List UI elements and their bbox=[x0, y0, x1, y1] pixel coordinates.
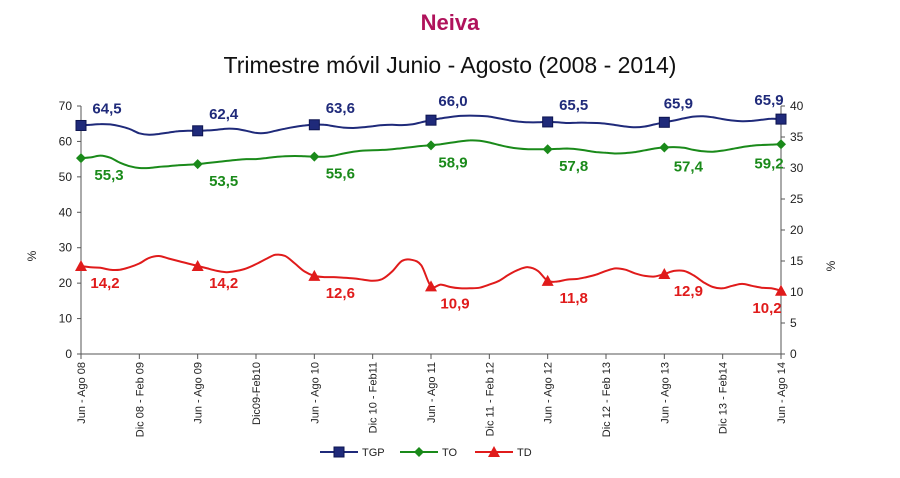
data-label-tgp: 63,6 bbox=[326, 100, 355, 117]
right-tick-label: 25 bbox=[790, 192, 804, 206]
left-tick-label: 70 bbox=[59, 99, 73, 113]
data-label-to: 58,9 bbox=[438, 154, 467, 171]
x-tick-label: Dic 11 - Feb 12 bbox=[484, 362, 496, 436]
x-tick-label: Dic09-Feb10 bbox=[251, 362, 263, 425]
right-tick-label: 35 bbox=[790, 130, 804, 144]
data-label-td: 14,2 bbox=[90, 275, 119, 292]
data-label-tgp: 66,0 bbox=[438, 93, 467, 110]
right-tick-label: 20 bbox=[790, 223, 804, 237]
data-point-tgp bbox=[542, 116, 554, 128]
data-label-td: 12,6 bbox=[326, 285, 355, 302]
x-tick-label: Jun - Ago 10 bbox=[309, 362, 321, 424]
data-label-tgp: 65,5 bbox=[559, 97, 588, 114]
data-label-td: 12,9 bbox=[674, 283, 703, 300]
x-tick-label: Jun - Ago 11 bbox=[426, 362, 438, 423]
right-tick-label: 15 bbox=[790, 254, 804, 268]
data-label-to: 55,6 bbox=[326, 166, 355, 183]
data-label-to: 59,2 bbox=[754, 155, 783, 172]
x-tick-label: Dic 13 - Feb14 bbox=[718, 362, 730, 434]
legend-label-to: TO bbox=[442, 447, 458, 459]
data-point-td bbox=[775, 284, 787, 296]
data-label-to: 57,4 bbox=[674, 158, 704, 175]
data-point-to bbox=[309, 151, 320, 162]
data-point-tgp bbox=[75, 119, 87, 131]
data-point-tgp bbox=[775, 113, 787, 125]
x-tick-label: Jun - Ago 09 bbox=[193, 362, 205, 424]
x-tick-label: Jun - Ago 13 bbox=[659, 362, 671, 424]
legend-marker-td bbox=[488, 446, 500, 457]
left-tick-label: 0 bbox=[65, 347, 72, 361]
data-label-td: 10,9 bbox=[440, 295, 469, 312]
right-axis-label: % bbox=[824, 260, 838, 271]
data-label-td: 10,2 bbox=[752, 300, 781, 317]
left-tick-label: 50 bbox=[59, 170, 73, 184]
legend-marker-to bbox=[414, 447, 424, 457]
left-axis-label: % bbox=[25, 250, 39, 261]
data-point-td bbox=[541, 274, 554, 286]
data-label-tgp: 65,9 bbox=[754, 92, 783, 109]
data-label-tgp: 62,4 bbox=[209, 106, 239, 123]
left-tick-label: 40 bbox=[59, 205, 73, 219]
x-tick-label: Dic 12 - Feb 13 bbox=[601, 362, 613, 437]
right-tick-label: 30 bbox=[790, 161, 804, 175]
left-tick-label: 60 bbox=[59, 134, 73, 148]
x-tick-label: Jun - Ago 08 bbox=[76, 362, 88, 424]
data-label-to: 57,8 bbox=[559, 158, 588, 175]
data-point-td bbox=[658, 268, 671, 280]
x-tick-label: Jun - Ago 14 bbox=[776, 362, 788, 424]
data-point-td bbox=[191, 259, 204, 271]
data-label-tgp: 64,5 bbox=[92, 100, 121, 117]
x-tick-label: Jun - Ago 12 bbox=[543, 362, 555, 424]
data-label-to: 55,3 bbox=[94, 167, 123, 184]
data-point-to bbox=[776, 139, 786, 150]
data-point-to bbox=[426, 140, 436, 151]
legend-label-tgp: TGP bbox=[362, 447, 385, 459]
data-point-tgp bbox=[658, 116, 670, 128]
data-point-tgp bbox=[192, 125, 204, 137]
data-point-to bbox=[76, 153, 86, 164]
legend-marker-tgp bbox=[333, 446, 345, 458]
data-point-td bbox=[308, 269, 321, 281]
data-point-td bbox=[75, 259, 87, 271]
data-point-tgp bbox=[308, 119, 320, 131]
data-label-tgp: 65,9 bbox=[664, 95, 693, 112]
left-tick-label: 20 bbox=[59, 276, 73, 290]
right-tick-label: 40 bbox=[790, 99, 804, 113]
legend-label-td: TD bbox=[517, 447, 532, 459]
left-tick-label: 30 bbox=[59, 241, 73, 255]
data-label-to: 53,5 bbox=[209, 173, 238, 190]
data-point-to bbox=[192, 159, 203, 170]
x-tick-label: Dic 10 - Feb11 bbox=[368, 362, 380, 433]
left-tick-label: 10 bbox=[59, 312, 73, 326]
data-label-td: 11,8 bbox=[559, 290, 587, 307]
x-tick-label: Dic 08 - Feb 09 bbox=[134, 362, 146, 437]
data-point-to bbox=[542, 144, 553, 155]
data-label-td: 14,2 bbox=[209, 275, 238, 292]
data-point-tgp bbox=[425, 114, 437, 126]
right-tick-label: 5 bbox=[790, 316, 797, 330]
data-point-td bbox=[425, 280, 437, 292]
right-tick-label: 0 bbox=[790, 347, 797, 361]
data-point-to bbox=[659, 142, 670, 153]
chart-title: Neiva bbox=[420, 10, 480, 35]
right-tick-label: 10 bbox=[790, 285, 804, 299]
chart-subtitle: Trimestre móvil Junio - Agosto (2008 - 2… bbox=[223, 52, 677, 78]
